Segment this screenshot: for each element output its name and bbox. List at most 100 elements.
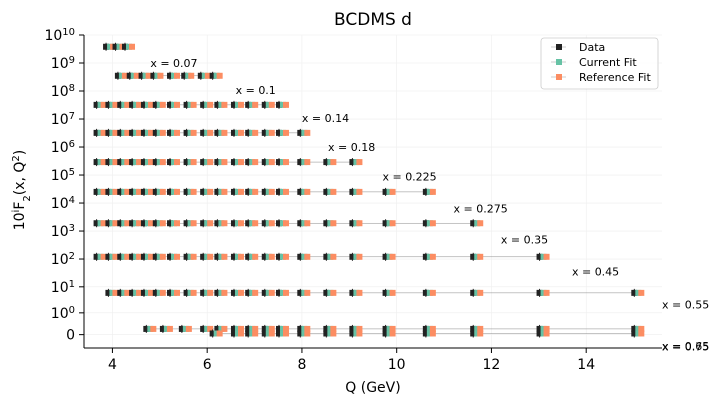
- y-tick-label: 106: [51, 139, 75, 157]
- data-point: [105, 101, 112, 108]
- data-point: [152, 188, 159, 195]
- data-point: [183, 129, 190, 136]
- data-point: [275, 330, 282, 337]
- reference-fit-point: [268, 253, 275, 260]
- reference-fit-point: [166, 325, 173, 332]
- reference-fit-point: [237, 188, 244, 195]
- reference-fit-point: [190, 253, 197, 260]
- data-point: [140, 101, 147, 108]
- reference-fit-point: [190, 101, 197, 108]
- data-point: [214, 253, 221, 260]
- data-point: [117, 253, 124, 260]
- data-point: [129, 101, 136, 108]
- data-point: [275, 325, 282, 332]
- reference-fit-point: [429, 330, 436, 337]
- y-tick-label: 104: [51, 195, 75, 213]
- data-point: [470, 220, 477, 227]
- reference-fit-point: [129, 43, 136, 50]
- reference-fit-point: [237, 325, 244, 332]
- data-point: [140, 220, 147, 227]
- data-point: [470, 325, 477, 332]
- reference-fit-point: [190, 220, 197, 227]
- data-point: [214, 289, 221, 296]
- data-point: [167, 129, 174, 136]
- bin-label: x = 0.45: [572, 266, 619, 279]
- reference-fit-point: [207, 253, 214, 260]
- data-point: [349, 159, 356, 166]
- reference-fit-point: [356, 289, 363, 296]
- data-point: [105, 188, 112, 195]
- data-point: [323, 325, 330, 332]
- data-point: [209, 330, 216, 337]
- reference-fit-point: [159, 159, 166, 166]
- data-point: [245, 101, 252, 108]
- reference-fit-point: [190, 188, 197, 195]
- data-point: [245, 129, 252, 136]
- reference-fit-point: [188, 72, 195, 79]
- data-point: [214, 129, 221, 136]
- reference-fit-point: [221, 253, 228, 260]
- data-point: [261, 220, 268, 227]
- data-point: [297, 289, 304, 296]
- data-point: [261, 325, 268, 332]
- y-tick-label: 102: [51, 251, 75, 269]
- reference-fit-point: [543, 330, 550, 337]
- data-point: [230, 289, 237, 296]
- data-point: [105, 129, 112, 136]
- data-point: [143, 325, 150, 332]
- data-point: [129, 253, 136, 260]
- reference-fit-point: [389, 253, 396, 260]
- reference-fit-point: [304, 188, 311, 195]
- reference-fit-point: [304, 325, 311, 332]
- reference-fit-point: [207, 188, 214, 195]
- reference-fit-point: [136, 129, 143, 136]
- data-point: [230, 129, 237, 136]
- reference-fit-point: [221, 159, 228, 166]
- reference-fit-point: [282, 325, 289, 332]
- reference-fit-point: [136, 188, 143, 195]
- data-point: [261, 289, 268, 296]
- data-point: [631, 289, 638, 296]
- data-point: [261, 188, 268, 195]
- data-point: [93, 188, 100, 195]
- reference-fit-point: [304, 129, 311, 136]
- data-point: [297, 325, 304, 332]
- data-point: [200, 129, 207, 136]
- reference-fit-point: [112, 159, 119, 166]
- data-point: [230, 330, 237, 337]
- data-point: [349, 220, 356, 227]
- legend: Data Current Fit Reference Fit: [540, 37, 659, 90]
- reference-fit-point: [356, 325, 363, 332]
- bin-label: x = 0.07: [150, 57, 197, 70]
- reference-fit-point: [429, 220, 436, 227]
- data-point: [183, 220, 190, 227]
- data-point: [103, 43, 110, 50]
- data-point: [140, 188, 147, 195]
- reference-fit-point: [356, 159, 363, 166]
- reference-fit-point: [136, 253, 143, 260]
- data-point: [245, 220, 252, 227]
- data-point: [93, 101, 100, 108]
- data-point: [631, 330, 638, 337]
- reference-fit-point: [221, 325, 228, 332]
- data-point: [178, 325, 185, 332]
- data-point: [183, 159, 190, 166]
- data-point: [117, 220, 124, 227]
- data-point: [183, 289, 190, 296]
- reference-fit-point: [356, 253, 363, 260]
- reference-fit-point: [389, 289, 396, 296]
- reference-fit-point: [147, 253, 154, 260]
- reference-fit-point: [221, 188, 228, 195]
- reference-fit-point: [237, 220, 244, 227]
- data-point: [230, 220, 237, 227]
- bin-label: x = 0.18: [328, 141, 375, 154]
- reference-fit-point: [638, 325, 645, 332]
- data-point: [105, 159, 112, 166]
- reference-fit-point: [190, 289, 197, 296]
- reference-fit-point: [185, 325, 192, 332]
- data-point: [349, 289, 356, 296]
- reference-fit-point: [112, 188, 119, 195]
- reference-fit-point: [477, 253, 484, 260]
- data-point: [152, 101, 159, 108]
- reference-fit-point: [330, 330, 337, 337]
